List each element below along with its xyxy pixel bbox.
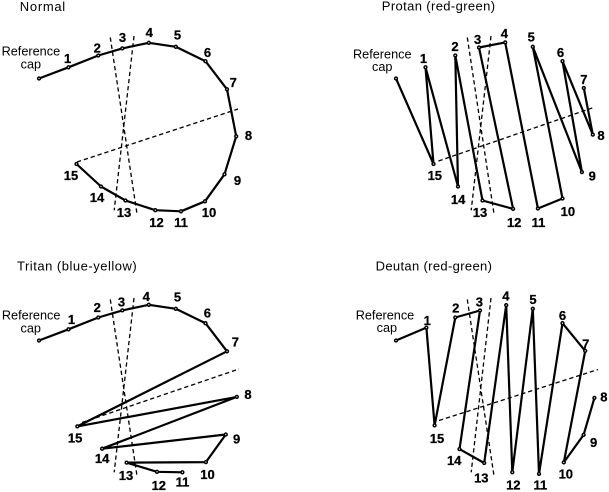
svg-text:5: 5	[528, 30, 535, 45]
svg-text:13: 13	[474, 471, 488, 486]
svg-text:3: 3	[474, 32, 481, 47]
svg-text:15: 15	[428, 168, 442, 183]
svg-text:1: 1	[64, 51, 71, 66]
svg-text:10: 10	[202, 205, 216, 220]
svg-text:12: 12	[149, 215, 163, 230]
svg-text:1: 1	[68, 312, 75, 327]
svg-text:8: 8	[597, 128, 604, 143]
svg-text:9: 9	[589, 169, 596, 184]
svg-text:Reference: Reference	[2, 308, 61, 322]
svg-text:9: 9	[590, 435, 597, 450]
svg-text:13: 13	[117, 205, 131, 220]
svg-text:3: 3	[119, 30, 126, 45]
svg-text:Tritan (blue-yellow): Tritan (blue-yellow)	[17, 258, 137, 273]
svg-text:6: 6	[557, 45, 564, 60]
svg-text:4: 4	[501, 26, 509, 41]
svg-text:Reference: Reference	[353, 48, 412, 62]
svg-text:9: 9	[233, 431, 240, 446]
svg-text:9: 9	[234, 173, 241, 188]
svg-text:7: 7	[232, 335, 239, 350]
svg-text:2: 2	[94, 40, 101, 55]
svg-text:cap: cap	[21, 57, 41, 71]
svg-text:7: 7	[580, 72, 587, 87]
svg-text:11: 11	[176, 475, 190, 490]
svg-text:8: 8	[244, 387, 251, 402]
svg-text:5: 5	[174, 290, 181, 305]
svg-text:2: 2	[451, 39, 458, 54]
svg-text:12: 12	[152, 478, 166, 492]
svg-text:10: 10	[200, 467, 214, 482]
svg-text:4: 4	[143, 289, 151, 304]
svg-text:14: 14	[451, 192, 466, 207]
svg-text:cap: cap	[377, 321, 397, 335]
svg-text:Reference: Reference	[356, 309, 415, 323]
svg-text:Deutan (red-green): Deutan (red-green)	[376, 258, 493, 273]
svg-text:10: 10	[561, 204, 575, 219]
svg-text:4: 4	[502, 289, 510, 304]
svg-text:11: 11	[532, 215, 546, 230]
svg-text:13: 13	[473, 205, 487, 220]
svg-text:8: 8	[245, 128, 252, 143]
svg-text:Reference: Reference	[2, 45, 61, 59]
svg-text:15: 15	[68, 430, 82, 445]
svg-text:7: 7	[582, 336, 589, 351]
svg-text:6: 6	[204, 45, 211, 60]
svg-text:15: 15	[430, 431, 444, 446]
svg-text:14: 14	[90, 190, 105, 205]
svg-text:14: 14	[95, 451, 110, 466]
svg-text:3: 3	[476, 295, 483, 310]
svg-text:11: 11	[534, 478, 548, 492]
svg-text:7: 7	[230, 75, 237, 90]
svg-text:cap: cap	[21, 322, 41, 336]
svg-text:10: 10	[559, 467, 573, 482]
svg-text:6: 6	[204, 306, 211, 321]
svg-text:2: 2	[94, 300, 101, 315]
svg-text:Normal: Normal	[20, 0, 66, 14]
svg-text:14: 14	[447, 453, 462, 468]
svg-text:12: 12	[507, 215, 521, 230]
svg-text:1: 1	[424, 313, 431, 328]
svg-text:5: 5	[529, 292, 536, 307]
svg-text:11: 11	[174, 215, 188, 230]
svg-text:1: 1	[420, 51, 427, 66]
svg-text:Protan (red-green): Protan (red-green)	[382, 0, 496, 14]
svg-text:3: 3	[118, 295, 125, 310]
svg-text:2: 2	[452, 301, 459, 316]
svg-text:15: 15	[64, 168, 78, 183]
svg-text:8: 8	[600, 389, 607, 404]
svg-text:13: 13	[119, 468, 133, 483]
svg-text:5: 5	[174, 28, 181, 43]
svg-text:6: 6	[559, 308, 566, 323]
svg-text:cap: cap	[372, 60, 392, 74]
svg-text:4: 4	[146, 25, 154, 40]
svg-text:12: 12	[506, 478, 520, 492]
